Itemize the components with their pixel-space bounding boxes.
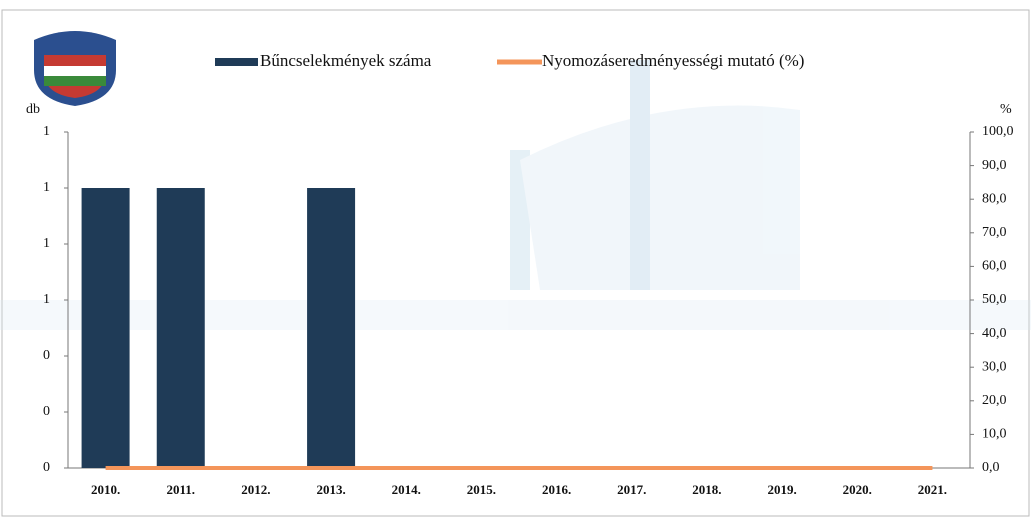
x-tick-label: 2012. — [241, 482, 270, 497]
y2-tick-label: 80,0 — [982, 191, 1007, 206]
y-tick-label: 0 — [43, 460, 50, 475]
x-tick-label: 2014. — [392, 482, 421, 497]
y2-tick-label: 0,0 — [982, 460, 1000, 475]
x-tick-label: 2021. — [918, 482, 947, 497]
logo — [34, 31, 116, 106]
y-tick-label: 0 — [43, 404, 50, 419]
frame — [1, 9, 1030, 517]
x-tick-label: 2018. — [692, 482, 721, 497]
y2-axis-label: % — [1000, 102, 1012, 117]
legend-label: Nyomozáseredményességi mutató (%) — [542, 51, 804, 70]
bar — [307, 188, 356, 468]
y2-tick-label: 60,0 — [982, 259, 1007, 274]
y2-tick-label: 50,0 — [982, 292, 1007, 307]
x-tick-label: 2011. — [166, 482, 195, 497]
x-tick-label: 2019. — [767, 482, 796, 497]
y-tick-label: 1 — [43, 292, 50, 307]
y2-tick-label: 40,0 — [982, 326, 1007, 341]
x-tick-label: 2010. — [91, 482, 120, 497]
bar — [81, 188, 130, 468]
x-tick-label: 2015. — [467, 482, 496, 497]
x-tick-label: 2020. — [843, 482, 872, 497]
background-decor — [0, 60, 1031, 330]
y-axis-label: db — [26, 102, 40, 117]
legend-label: Bűncselekmények száma — [260, 51, 432, 70]
x-tick-label: 2013. — [316, 482, 345, 497]
x-tick-label: 2016. — [542, 482, 571, 497]
y2-tick-label: 100,0 — [982, 124, 1014, 139]
y2-tick-label: 70,0 — [982, 225, 1007, 240]
y2-tick-label: 20,0 — [982, 393, 1007, 408]
x-tick-label: 2017. — [617, 482, 646, 497]
legend-swatch — [215, 58, 258, 66]
y-tick-label: 1 — [43, 180, 50, 195]
y-tick-label: 1 — [43, 124, 50, 139]
bar — [156, 188, 205, 468]
y2-tick-label: 90,0 — [982, 158, 1007, 173]
y-tick-label: 1 — [43, 236, 50, 251]
y2-tick-label: 30,0 — [982, 359, 1007, 374]
y2-tick-label: 10,0 — [982, 427, 1007, 442]
y-tick-label: 0 — [43, 348, 50, 363]
